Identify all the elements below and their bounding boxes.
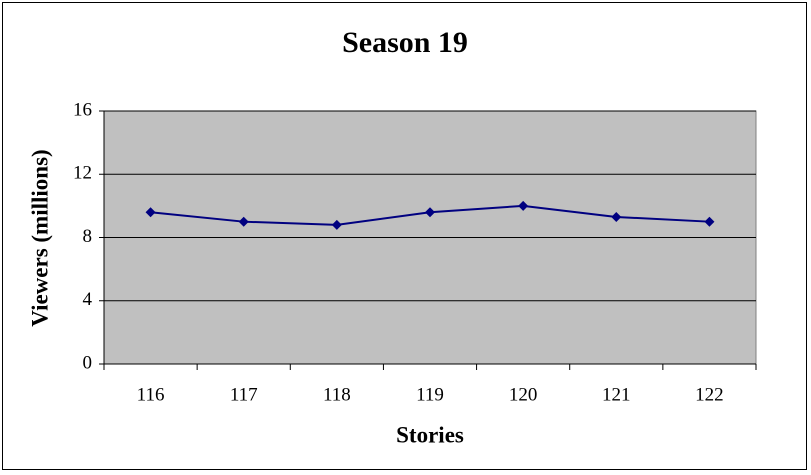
marker [518, 200, 529, 211]
marker [145, 207, 156, 218]
x-tick-label: 116 [137, 384, 165, 405]
y-tick-label: 8 [83, 226, 93, 247]
marker [238, 216, 249, 227]
chart-title: Season 19 [342, 26, 468, 59]
y-axis-title: Viewers (millions) [27, 149, 52, 326]
marker [425, 207, 435, 218]
x-tick-label: 117 [230, 384, 258, 405]
x-axis-title: Stories [396, 422, 464, 447]
marker [611, 211, 622, 222]
y-tick-label: 4 [83, 289, 93, 310]
x-tick-label: 119 [416, 384, 444, 405]
x-tick-label: 120 [509, 384, 538, 405]
marker [704, 216, 715, 227]
marker [331, 219, 342, 230]
y-tick-label: 0 [83, 352, 93, 373]
x-tick-label: 118 [323, 384, 351, 405]
x-tick-label: 121 [602, 384, 631, 405]
x-tick-label: 122 [695, 384, 724, 405]
y-tick-label: 12 [73, 163, 92, 184]
y-tick-label: 16 [73, 99, 92, 120]
